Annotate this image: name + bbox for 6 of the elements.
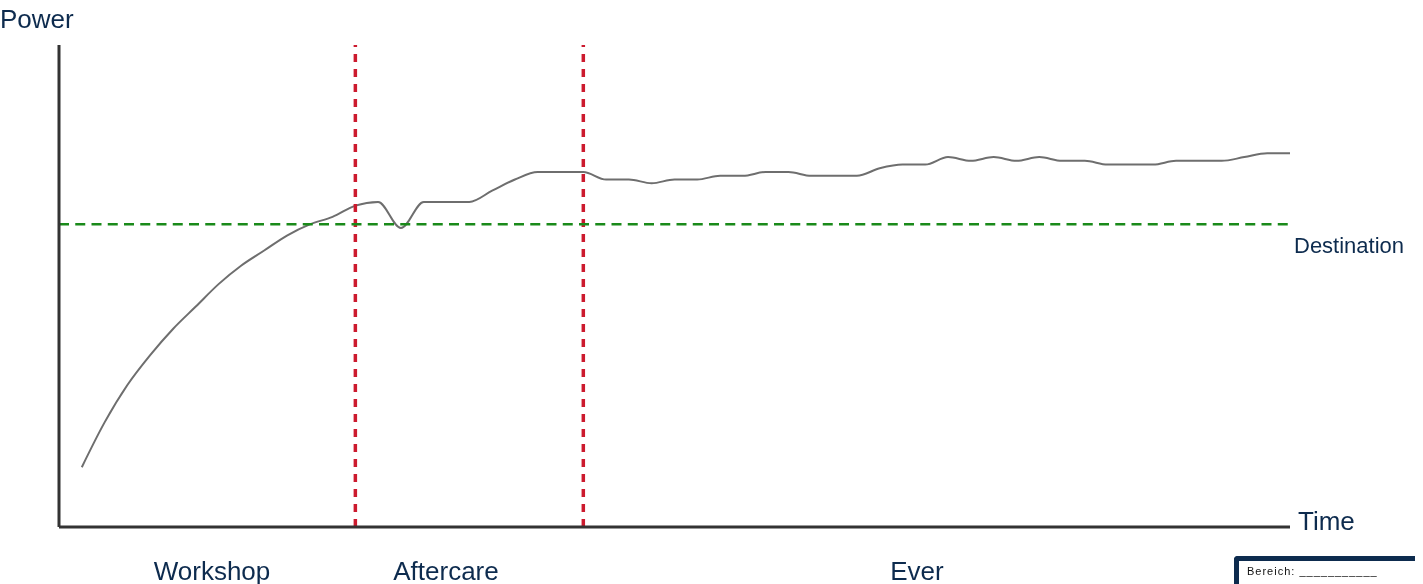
ref-line-label: Destination [1294,232,1405,259]
y-axis-title: Power [0,4,74,35]
text: Bereich: ___________ [1247,565,1378,577]
x-axis-title: Time [1298,506,1355,537]
text: Ever [890,556,944,584]
text: Aftercare [393,556,499,584]
